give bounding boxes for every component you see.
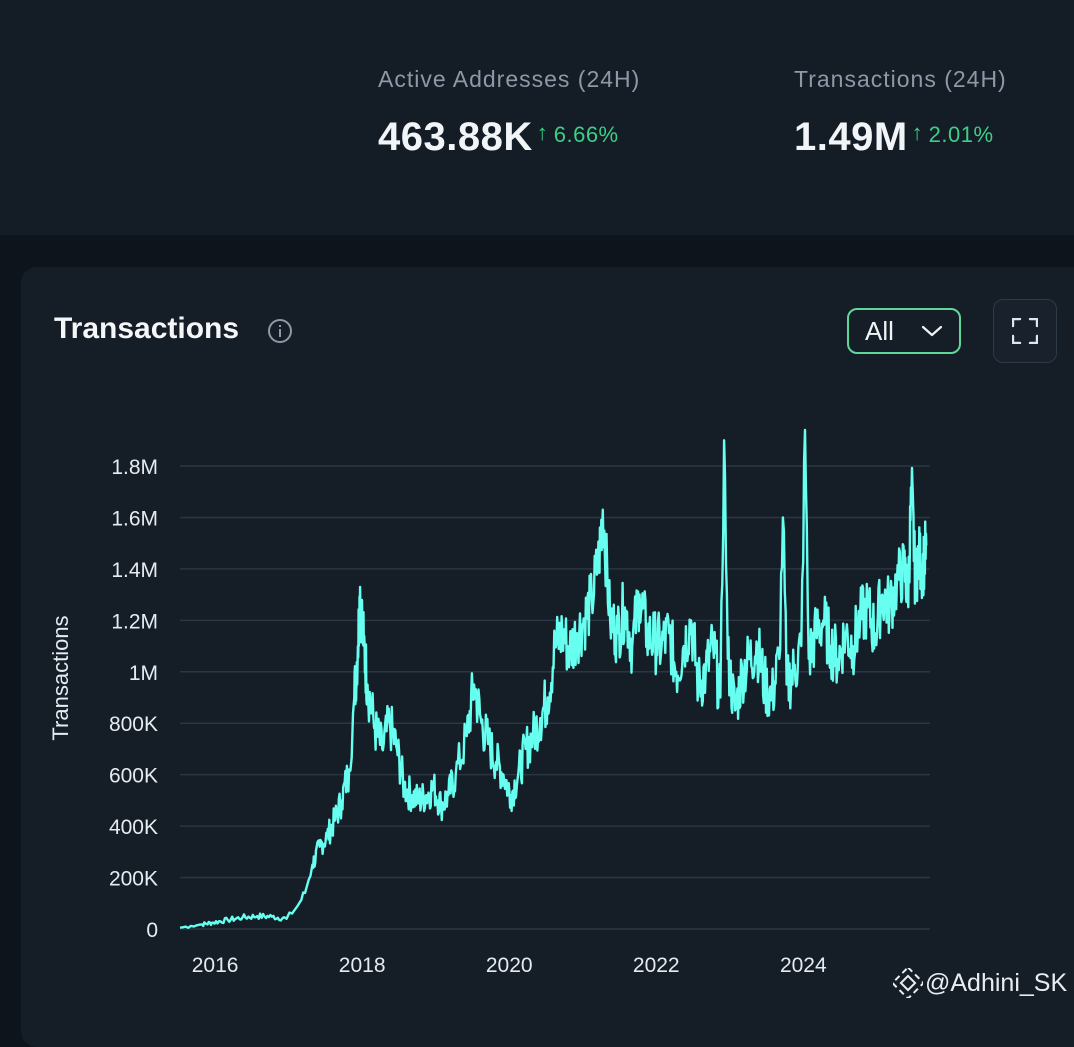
stat-value: 463.88K (378, 115, 533, 159)
binance-logo-icon (893, 968, 923, 998)
arrow-up-icon: ↑ (536, 120, 548, 145)
range-selected-label: All (865, 316, 894, 346)
stat-active-addresses: Active Addresses (24H) 463.88K ↑ 6.66% (378, 66, 640, 160)
arrow-up-icon: ↑ (911, 120, 923, 145)
y-tick-label: 1.2M (111, 610, 158, 633)
y-tick-label: 1.8M (111, 456, 158, 479)
y-tick-label: 1.4M (111, 559, 158, 582)
transactions-card (21, 267, 1074, 1047)
stat-label: Transactions (24H) (794, 66, 1007, 92)
series-line (179, 428, 928, 929)
watermark: @Adhini_SK (893, 968, 1067, 998)
y-tick-label: 1M (129, 662, 158, 685)
x-tick-label: 2022 (633, 954, 680, 977)
transactions-chart: 0 200K 400K 600K 800K 1M 1.2M 1.4M 1.6M 1.8M 2016 2… (48, 428, 930, 977)
x-tick-label: 2024 (780, 954, 827, 977)
x-tick-label: 2020 (486, 954, 533, 977)
time-range-select[interactable]: All (847, 308, 961, 354)
x-tick-label: 2018 (339, 954, 386, 977)
stat-label: Active Addresses (24H) (378, 66, 641, 92)
stat-transactions: Transactions (24H) 1.49M ↑ 2.01% (794, 66, 1007, 160)
x-tick-label: 2016 (192, 954, 239, 977)
expand-icon (1012, 318, 1038, 344)
stat-change: 6.66% (553, 122, 619, 147)
y-axis-label: Transactions (48, 615, 73, 740)
stat-change: 2.01% (928, 122, 994, 147)
watermark-text: @Adhini_SK (925, 968, 1068, 997)
fullscreen-button[interactable] (993, 299, 1057, 363)
card-title: Transactions (54, 312, 240, 345)
y-tick-label: 600K (109, 765, 158, 788)
chevron-down-icon (921, 324, 943, 343)
y-tick-label: 800K (109, 713, 158, 736)
info-icon[interactable] (267, 318, 293, 349)
stats-bar (0, 0, 1074, 235)
y-tick-label: 0 (146, 919, 158, 942)
y-tick-label: 200K (109, 868, 158, 891)
y-tick-label: 400K (109, 816, 158, 839)
y-tick-label: 1.6M (111, 507, 158, 530)
stat-value: 1.49M (794, 115, 908, 159)
